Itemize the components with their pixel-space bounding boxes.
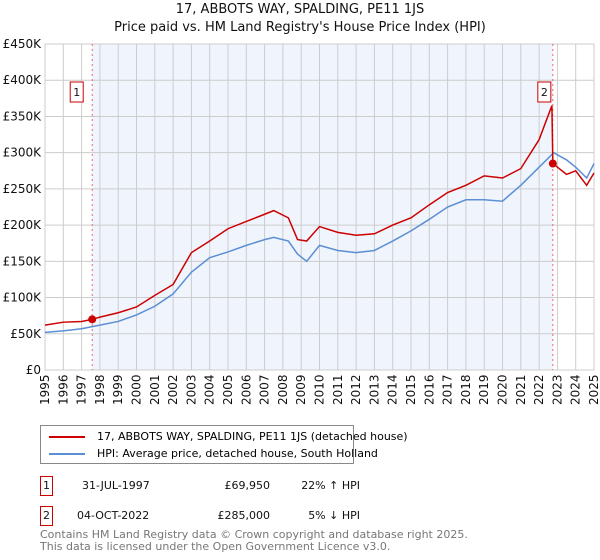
hpi-line [44, 151, 595, 334]
chart-title: 17, ABBOTS WAY, SPALDING, PE11 1JS [175, 2, 425, 17]
y-tick-label: £350K [3, 109, 43, 123]
x-tick-label: 2006 [239, 374, 253, 405]
x-tick-label: 1997 [75, 374, 89, 405]
x-tick-label: 2020 [496, 374, 510, 405]
y-tick-label: £450K [3, 37, 43, 51]
sale-badge: 1 [40, 476, 53, 496]
sale-price: £69,950 [224, 479, 271, 492]
legend-label-property: 17, ABBOTS WAY, SPALDING, PE11 1JS (deta… [97, 430, 408, 443]
footer-line-2: This data is licensed under the Open Gov… [40, 540, 391, 553]
sale-label-box [537, 81, 552, 103]
x-tick-label: 1998 [93, 374, 107, 405]
x-tick-label: 2014 [386, 374, 400, 405]
x-tick-label: 2015 [404, 374, 418, 405]
sale-price: £285,000 [217, 509, 271, 522]
x-tick-label: 2021 [514, 374, 528, 405]
sale-row-1: 1 31-JUL-1997 £69,950 22% ↑ HPI [40, 476, 370, 496]
sale-point [88, 315, 97, 324]
x-tick-label: 2025 [587, 374, 600, 405]
x-tick-label: 2010 [313, 374, 327, 405]
x-tick-label: 2017 [441, 374, 455, 405]
y-tick-label: £300K [3, 146, 43, 160]
x-tick-label: 2005 [221, 374, 235, 405]
x-tick-label: 1999 [111, 374, 125, 405]
shaded-ownership-period [92, 44, 553, 370]
sale-date: 31-JUL-1997 [82, 479, 150, 492]
x-tick-label: 2003 [184, 374, 198, 405]
legend-swatch-property [49, 435, 85, 438]
x-tick-label: 2011 [331, 374, 345, 405]
sale-badge: 2 [40, 506, 53, 526]
x-tick-label: 2013 [367, 374, 381, 405]
property-price-line [44, 105, 595, 326]
x-tick-label: 1996 [56, 374, 70, 405]
sale-label: 2 [541, 86, 548, 99]
x-tick-label: 2019 [477, 374, 491, 405]
x-tick-label: 2000 [130, 374, 144, 405]
x-tick-label: 2023 [550, 374, 564, 405]
y-tick-label: £200K [3, 218, 43, 232]
legend: 17, ABBOTS WAY, SPALDING, PE11 1JS (deta… [40, 425, 408, 464]
footer-line-1: Contains HM Land Registry data © Crown c… [40, 528, 468, 541]
plot-area: £0 £50K £100K £150K £200K £250K £300K £350K £400… [3, 37, 600, 405]
x-tick-label: 2022 [532, 374, 546, 405]
sale-row-2: 2 04-OCT-2022 £285,000 5% ↓ HPI [40, 506, 370, 526]
plot-border [44, 43, 595, 371]
sale-label-box [69, 81, 84, 103]
x-tick-label: 2002 [166, 374, 180, 405]
y-tick-label: £0 [26, 363, 41, 377]
x-tick-label: 2001 [148, 374, 162, 405]
sale-hpi: 5% ↓ HPI [308, 509, 360, 522]
x-tick-label: 2018 [459, 374, 473, 405]
x-tick-label: 2024 [569, 374, 583, 405]
footer: Contains HM Land Registry data © Crown c… [40, 529, 468, 553]
x-tick-label: 2004 [203, 374, 217, 405]
y-tick-label: £100K [3, 291, 43, 305]
sale-label: 1 [73, 86, 80, 99]
y-tick-label: £250K [3, 182, 43, 196]
legend-label-hpi: HPI: Average price, detached house, Sout… [97, 447, 378, 460]
sale-date: 04-OCT-2022 [77, 509, 150, 522]
x-tick-label: 2009 [294, 374, 308, 405]
x-tick-label: 2016 [422, 374, 436, 405]
x-tick-label: 1995 [38, 374, 52, 405]
x-tick-label: 2007 [258, 374, 272, 405]
sale-hpi: 22% ↑ HPI [301, 479, 360, 492]
chart-subtitle: Price paid vs. HM Land Registry's House … [114, 20, 486, 35]
y-tick-label: £150K [3, 254, 43, 268]
x-tick-label: 2012 [349, 374, 363, 405]
y-tick-label: £50K [10, 327, 42, 341]
sale-point [548, 159, 557, 168]
x-tick-label: 2008 [276, 374, 290, 405]
y-tick-label: £400K [3, 73, 43, 87]
legend-swatch-hpi [49, 452, 85, 455]
